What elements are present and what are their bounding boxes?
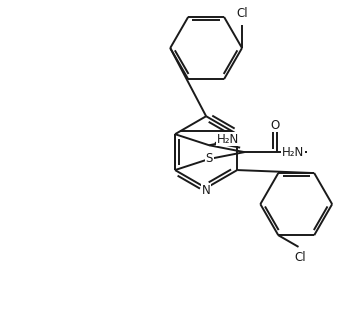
Text: Cl: Cl <box>236 8 248 20</box>
Text: O: O <box>270 119 279 132</box>
Text: S: S <box>206 152 213 165</box>
Text: N: N <box>202 184 210 198</box>
Text: H₂N: H₂N <box>217 133 239 146</box>
Text: H₂N: H₂N <box>282 146 304 159</box>
Text: Cl: Cl <box>295 251 306 264</box>
